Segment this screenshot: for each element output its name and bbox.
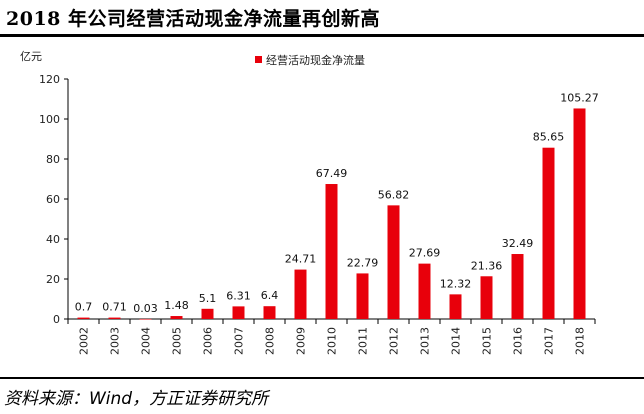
bar [294,269,307,319]
data-label: 22.79 [347,256,379,269]
bar [325,184,338,319]
bar [449,294,462,319]
bar [108,317,121,319]
x-tick-label: 2013 [419,327,432,355]
bar [356,273,369,319]
data-label: 0.03 [133,302,158,315]
x-tick-label: 2017 [543,327,556,355]
x-tick-label: 2010 [326,327,339,355]
x-tick-label: 2012 [388,327,401,355]
bar [387,205,400,319]
x-tick-label: 2004 [140,327,153,355]
legend-label: 经营活动现金净流量 [266,53,365,67]
bar [480,276,493,319]
data-label: 24.71 [285,253,317,266]
x-tick-label: 2008 [264,327,277,355]
page-title: 2018 年公司经营活动现金净流量再创新高 [6,8,380,30]
data-label: 1.48 [164,299,189,312]
data-label: 0.7 [75,301,93,314]
data-label: 56.82 [378,188,410,201]
y-axis-unit-label: 亿元 [20,50,42,63]
data-label: 6.31 [226,289,251,302]
bars [77,108,586,320]
bar [201,308,214,319]
data-label: 85.65 [533,131,565,144]
x-tick-label: 2009 [295,327,308,355]
data-label: 6.4 [261,289,279,302]
source-divider [0,377,644,379]
legend-swatch [255,56,262,63]
data-label: 105.27 [560,91,599,104]
source-note: 资料来源：Wind，方正证券研究所 [4,389,269,409]
chart-legend: 经营活动现金净流量 [255,53,365,67]
x-axis: 2002 2003 2004 2005 2006 2007 2008 2009 2010 2011… [67,318,596,355]
y-tick-label: 120 [39,73,60,86]
data-label: 5.1 [199,292,217,305]
bar [139,318,152,320]
data-label: 0.71 [102,301,127,314]
data-labels: 0.7 0.71 0.03 1.48 5.1 6.31 6.4 24.71 67.49 22.79… [75,91,599,314]
x-tick-label: 2014 [450,327,463,355]
y-tick-label: 60 [46,193,60,206]
x-tick-label: 2005 [171,327,184,355]
bar [232,306,245,319]
data-label: 21.36 [471,259,503,272]
bar [511,254,524,319]
data-label: 67.49 [316,167,348,180]
y-tick-label: 20 [46,273,60,286]
x-tick-label: 2018 [574,327,587,355]
data-label: 27.69 [409,247,441,260]
data-label: 12.32 [440,277,472,290]
y-tick-label: 0 [53,313,60,326]
data-label: 32.49 [502,237,534,250]
x-tick-label: 2006 [202,327,215,355]
y-tick-label: 80 [46,153,60,166]
y-tick-label: 40 [46,233,60,246]
x-tick-label: 2003 [109,327,122,355]
bar [263,306,276,319]
bar [170,316,183,319]
y-axis: 0 20 40 60 80 100 120 [39,73,69,326]
x-tick-label: 2015 [481,327,494,355]
bar [77,317,90,319]
bar [418,263,431,319]
x-tick-label: 2011 [357,327,370,355]
x-tick-label: 2002 [78,327,91,355]
x-tick-label: 2016 [512,327,525,355]
title-divider [0,34,644,37]
bar [573,108,586,320]
y-tick-label: 100 [39,113,60,126]
bar [542,147,555,319]
x-tick-label: 2007 [233,327,246,355]
